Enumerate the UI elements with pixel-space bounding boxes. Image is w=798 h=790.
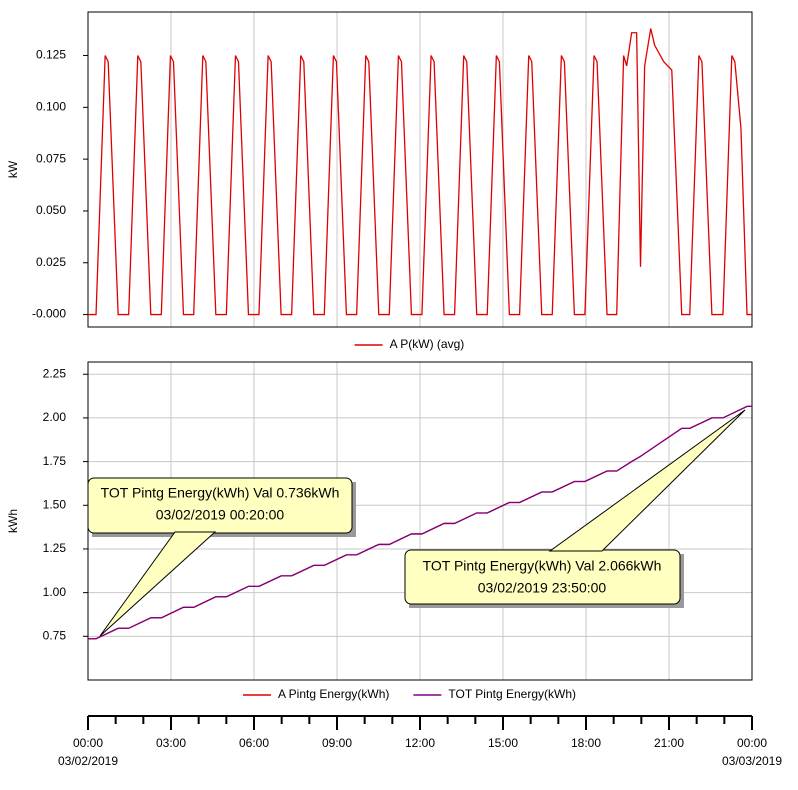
plot-layer: -0.000 0.025 0.050 0.075 0.100 0.125 kW A P(kW)… — [6, 11, 782, 768]
y-tick-label: 0.025 — [36, 255, 66, 269]
y-tick-label: 1.50 — [43, 497, 67, 511]
y-axis-label: kW — [6, 160, 20, 178]
callout-pointer — [99, 531, 217, 637]
y-axis-label: kWh — [6, 509, 20, 533]
y-tick-label: 2.00 — [43, 410, 67, 424]
x-tick-label: 00:00 — [73, 736, 103, 750]
x-tick-label: 00:00 — [737, 736, 767, 750]
x-tick-label: 03:00 — [156, 736, 186, 750]
y-tick-label: -0.000 — [32, 307, 66, 321]
callout-text: TOT Pintg Energy(kWh) Val 2.066kWh — [423, 558, 662, 574]
callout-text: TOT Pintg Energy(kWh) Val 0.736kWh — [101, 485, 340, 501]
callout: TOT Pintg Energy(kWh) Val 2.066kWh 03/02… — [404, 409, 746, 608]
y-tick-label: 1.75 — [43, 454, 67, 468]
y-tick-label: 0.125 — [36, 48, 66, 62]
x-tick-label: 15:00 — [488, 736, 518, 750]
y-tick-label: 0.050 — [36, 203, 66, 217]
x-tick-label: 09:00 — [322, 736, 352, 750]
callout-text: 03/02/2019 23:50:00 — [478, 580, 607, 596]
x-tick-label: 12:00 — [405, 736, 435, 750]
y-tick-label: 1.00 — [43, 585, 67, 599]
x-tick-label: 06:00 — [239, 736, 269, 750]
legend-label: A Pintg Energy(kWh) — [278, 687, 389, 701]
series-line — [88, 28, 752, 316]
y-tick-label: 0.75 — [43, 628, 67, 642]
callout-text: 03/02/2019 00:20:00 — [156, 507, 285, 523]
callout-pointer — [548, 409, 746, 552]
callout: TOT Pintg Energy(kWh) Val 0.736kWh 03/02… — [87, 477, 356, 637]
x-tick-label: 18:00 — [571, 736, 601, 750]
legend-label: TOT Pintg Energy(kWh) — [448, 687, 576, 701]
y-tick-label: 2.25 — [43, 366, 67, 380]
series-line — [88, 405, 752, 640]
callout-box — [87, 477, 353, 534]
legend-label: A P(kW) (avg) — [390, 337, 465, 351]
y-tick-label: 0.100 — [36, 100, 66, 114]
plot-frame — [87, 11, 753, 328]
y-tick-label: 1.25 — [43, 541, 67, 555]
callout-box — [404, 549, 681, 605]
x-date-label: 03/02/2019 — [58, 754, 118, 768]
x-tick-label: 21:00 — [654, 736, 684, 750]
y-tick-label: 0.075 — [36, 151, 66, 165]
x-date-label: 03/03/2019 — [722, 754, 782, 768]
